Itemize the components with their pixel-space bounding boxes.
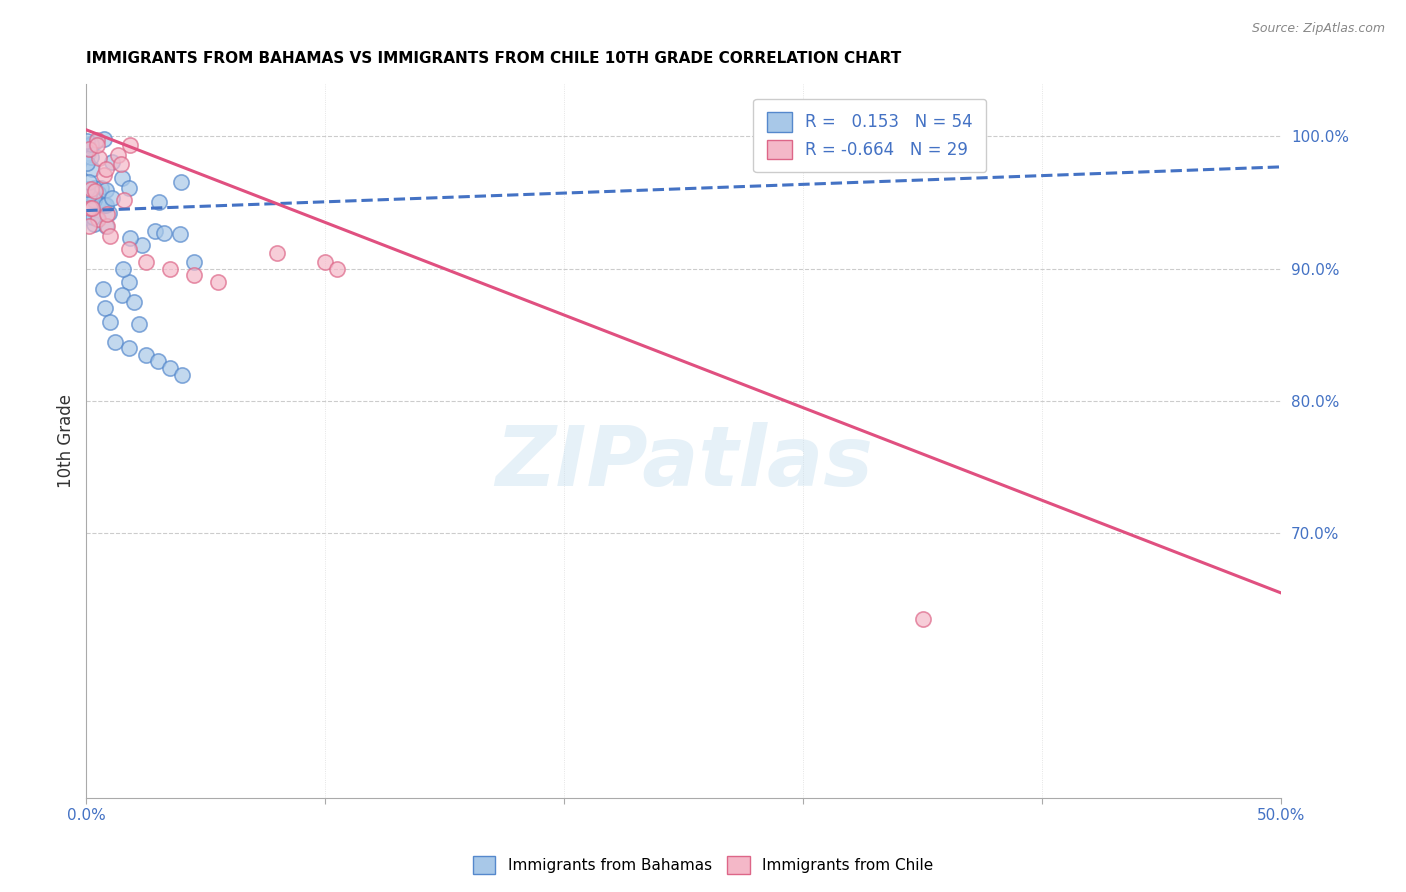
- Point: [159, 361, 181, 376]
- Point: [135, 348, 157, 362]
- Point: [152, 226, 174, 240]
- Point: [80, 162, 103, 177]
- Point: [86, 212, 108, 227]
- Point: [93, 131, 115, 145]
- Point: [101, 154, 124, 169]
- Point: [83, 181, 105, 195]
- Point: [94, 183, 117, 197]
- Point: [97, 206, 120, 220]
- Point: [76, 134, 98, 148]
- Point: [76, 156, 98, 170]
- Point: [207, 275, 229, 289]
- Point: [76, 210, 98, 224]
- Point: [118, 242, 141, 256]
- Text: IMMIGRANTS FROM BAHAMAS VS IMMIGRANTS FROM CHILE 10TH GRADE CORRELATION CHART: IMMIGRANTS FROM BAHAMAS VS IMMIGRANTS FR…: [86, 51, 901, 66]
- Point: [326, 261, 349, 276]
- Point: [110, 157, 132, 171]
- Y-axis label: 10th Grade: 10th Grade: [58, 393, 75, 488]
- Point: [96, 207, 118, 221]
- Point: [87, 193, 110, 207]
- Point: [169, 227, 191, 241]
- Point: [93, 168, 115, 182]
- Point: [111, 171, 134, 186]
- Point: [87, 151, 110, 165]
- Point: [135, 255, 157, 269]
- Point: [118, 231, 141, 245]
- Point: [128, 318, 150, 332]
- Point: [77, 219, 100, 233]
- Point: [77, 145, 100, 160]
- Legend: Immigrants from Bahamas, Immigrants from Chile: Immigrants from Bahamas, Immigrants from…: [467, 850, 939, 880]
- Point: [112, 193, 135, 207]
- Point: [111, 261, 134, 276]
- Point: [96, 198, 118, 212]
- Point: [86, 186, 108, 201]
- Text: ZIPatlas: ZIPatlas: [495, 422, 873, 503]
- Point: [76, 182, 98, 196]
- Point: [86, 132, 108, 146]
- Point: [183, 255, 205, 269]
- Point: [93, 198, 115, 212]
- Point: [79, 201, 101, 215]
- Point: [170, 368, 193, 382]
- Point: [107, 148, 129, 162]
- Point: [84, 135, 107, 149]
- Legend: R =   0.153   N = 54, R = -0.664   N = 29: R = 0.153 N = 54, R = -0.664 N = 29: [754, 99, 986, 172]
- Point: [90, 181, 112, 195]
- Point: [94, 301, 117, 316]
- Point: [131, 238, 153, 252]
- Point: [87, 211, 110, 226]
- Point: [266, 246, 288, 260]
- Point: [118, 341, 141, 355]
- Point: [159, 261, 181, 276]
- Point: [80, 139, 103, 153]
- Point: [98, 228, 121, 243]
- Text: Source: ZipAtlas.com: Source: ZipAtlas.com: [1251, 22, 1385, 36]
- Point: [101, 191, 124, 205]
- Point: [183, 268, 205, 283]
- Point: [77, 175, 100, 189]
- Point: [911, 612, 934, 626]
- Point: [79, 189, 101, 203]
- Point: [86, 138, 108, 153]
- Point: [82, 201, 104, 215]
- Point: [82, 210, 104, 224]
- Point: [80, 137, 103, 152]
- Point: [104, 334, 127, 349]
- Point: [122, 294, 145, 309]
- Point: [96, 162, 118, 177]
- Point: [96, 219, 118, 233]
- Point: [96, 219, 118, 233]
- Point: [77, 142, 100, 156]
- Point: [111, 288, 134, 302]
- Point: [148, 194, 170, 209]
- Point: [98, 315, 121, 329]
- Point: [314, 255, 336, 269]
- Point: [146, 354, 169, 368]
- Point: [83, 184, 105, 198]
- Point: [91, 282, 114, 296]
- Point: [80, 149, 103, 163]
- Point: [79, 182, 101, 196]
- Point: [76, 196, 98, 211]
- Point: [118, 180, 141, 194]
- Point: [83, 194, 105, 208]
- Point: [83, 218, 105, 232]
- Point: [170, 175, 193, 189]
- Point: [118, 275, 141, 289]
- Point: [143, 224, 166, 238]
- Point: [77, 188, 100, 202]
- Point: [120, 138, 142, 153]
